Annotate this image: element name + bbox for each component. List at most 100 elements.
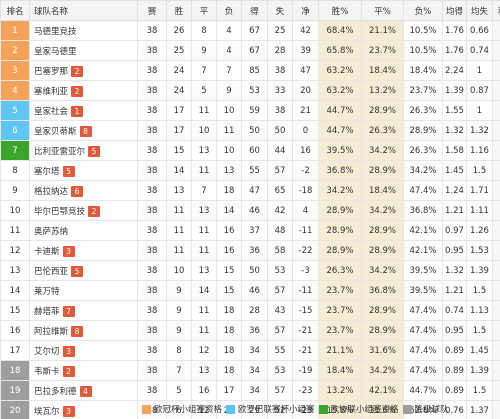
win-rate-cell: 63.2% xyxy=(318,60,362,81)
played-cell: 38 xyxy=(137,120,167,141)
avg-goals-against-cell: 0.87 xyxy=(466,80,493,101)
points-cell: 79 xyxy=(492,60,500,81)
team-name[interactable]: 阿拉维斯 xyxy=(34,326,69,337)
form-badge: 6 xyxy=(71,185,84,197)
win-rate-cell: 44.7% xyxy=(318,120,362,141)
table-row[interactable]: 16 阿拉维斯 8 38 9 11 18 36 57 -21 23.7% 28.9% 47.4% 0.95… xyxy=(0,320,500,341)
avg-goals-against-cell: 1.5 xyxy=(466,160,493,181)
team-cell[interactable]: 韦斯卡 2 xyxy=(29,360,138,381)
table-row[interactable]: 12 卡迪斯 3 38 11 11 16 36 58 -22 28.9% 28.9% 42.1% 0.95… xyxy=(0,240,500,261)
team-name[interactable]: 皇家马德里 xyxy=(34,46,77,57)
win-rate-cell: 18.4% xyxy=(318,360,362,381)
table-row[interactable]: 15 赫塔菲 7 38 9 11 18 28 43 -15 23.7% 28.9% 47.4% 0.74 1… xyxy=(0,300,500,321)
team-name[interactable]: 艾尔切 xyxy=(34,346,60,357)
points-cell: 61 xyxy=(492,120,500,141)
table-row[interactable]: 4 塞维利亚 2 38 24 5 9 53 33 20 63.2% 13.2% 23.7% 1.39 0.8… xyxy=(0,80,500,101)
win-rate-cell: 34.2% xyxy=(318,180,362,201)
legend-swatch xyxy=(318,404,328,414)
points-cell: 34 xyxy=(492,360,500,381)
team-cell[interactable]: 塞尔塔 5 xyxy=(29,160,138,181)
rank-cell: 10 xyxy=(0,200,30,221)
goals-against-cell: 38 xyxy=(267,60,293,81)
avg-goals-for-cell: 1.32 xyxy=(442,260,467,281)
team-cell[interactable]: 巴拉多利德 4 xyxy=(29,380,138,401)
draws-cell: 10 xyxy=(191,120,217,141)
losses-cell: 4 xyxy=(216,20,242,41)
points-cell: 38 xyxy=(492,320,500,341)
goal-diff-cell: -11 xyxy=(292,280,319,301)
table-row[interactable]: 10 毕尔巴鄂竞技 2 38 11 13 14 46 42 4 28.9% 34.2% 36.8% 1.2… xyxy=(0,200,500,221)
team-name[interactable]: 马德里竞技 xyxy=(34,26,77,37)
table-row[interactable]: 7 比利亚雷亚尔 5 38 15 13 10 60 44 16 39.5% 34.2% 26.3% 1.5… xyxy=(0,140,500,161)
team-cell[interactable]: 马德里竞技 xyxy=(29,20,138,41)
team-cell[interactable]: 皇家马德里 xyxy=(29,40,138,61)
team-cell[interactable]: 巴塞罗那 2 xyxy=(29,60,138,81)
team-name[interactable]: 皇家贝蒂斯 xyxy=(34,126,77,137)
goals-for-cell: 55 xyxy=(241,160,268,181)
rank-cell: 8 xyxy=(0,160,30,181)
team-name[interactable]: 格拉纳达 xyxy=(34,186,69,197)
goal-diff-cell: 20 xyxy=(292,80,319,101)
team-name[interactable]: 塞尔塔 xyxy=(34,166,60,177)
team-cell[interactable]: 卡迪斯 3 xyxy=(29,240,138,261)
table-row[interactable]: 13 巴伦西亚 5 38 10 13 15 50 53 -3 26.3% 34.2% 39.5% 1.32… xyxy=(0,260,500,281)
table-row[interactable]: 11 奥萨苏纳 38 11 11 16 37 48 -11 28.9% 28.9% 42.1% 0.97… xyxy=(0,220,500,241)
team-name[interactable]: 巴拉多利德 xyxy=(34,386,77,397)
header-win-rate: 胜% xyxy=(318,0,362,21)
team-name[interactable]: 韦斯卡 xyxy=(34,366,60,377)
table-row[interactable]: 8 塞尔塔 5 38 14 11 13 55 57 -2 36.8% 28.9% 34.2% 1.45 1.… xyxy=(0,160,500,181)
table-row[interactable]: 19 巴拉多利德 4 38 5 16 17 34 57 -23 13.2% 42.1% 44.7% 0.8… xyxy=(0,380,500,401)
team-cell[interactable]: 莱万特 xyxy=(29,280,138,301)
team-cell[interactable]: 皇家社会 1 xyxy=(29,100,138,121)
team-name[interactable]: 塞维利亚 xyxy=(34,86,69,97)
loss-rate-cell: 23.7% xyxy=(403,80,443,101)
table-row[interactable]: 6 皇家贝蒂斯 8 38 17 10 11 50 50 0 44.7% 26.3% 28.9% 1.32 1… xyxy=(0,120,500,141)
team-cell[interactable]: 阿拉维斯 8 xyxy=(29,320,138,341)
goals-against-cell: 44 xyxy=(267,140,293,161)
team-cell[interactable]: 巴伦西亚 5 xyxy=(29,260,138,281)
team-name[interactable]: 埃瓦尔 xyxy=(34,406,60,417)
team-cell[interactable]: 赫塔菲 7 xyxy=(29,300,138,321)
table-row[interactable]: 14 莱万特 38 9 14 15 46 57 -11 23.7% 36.8% 39.5% 1.21 1.… xyxy=(0,280,500,301)
table-row[interactable]: 20埃瓦尔338612202952-2315.8%31.6%52.6%0.761… xyxy=(0,400,500,419)
table-row[interactable]: 1 马德里竞技 38 26 8 4 67 25 42 68.4% 21.1% 10.5% 1.76 0.6… xyxy=(0,20,500,41)
team-cell[interactable]: 格拉纳达 6 xyxy=(29,180,138,201)
wins-cell: 11 xyxy=(166,240,192,261)
team-name[interactable]: 奥萨苏纳 xyxy=(34,226,69,237)
team-cell[interactable]: 比利亚雷亚尔 5 xyxy=(29,140,138,161)
draws-cell: 11 xyxy=(191,240,217,261)
table-row[interactable]: 17 艾尔切 3 38 8 12 18 34 55 -21 21.1% 31.6% 47.4% 0.89 1… xyxy=(0,340,500,361)
table-row[interactable]: 18 韦斯卡 2 38 7 13 18 34 53 -19 18.4% 34.2% 47.4% 0.89 1… xyxy=(0,360,500,381)
header-rank: 排名 xyxy=(0,0,30,21)
table-row[interactable]: 5 皇家社会 1 38 17 11 10 59 38 21 44.7% 28.9% 26.3% 1.55 1… xyxy=(0,100,500,121)
win-rate-cell: 28.9% xyxy=(318,220,362,241)
team-name[interactable]: 毕尔巴鄂竞技 xyxy=(34,206,86,217)
goals-for-cell: 50 xyxy=(241,120,268,141)
legend-item: 欧冠杯小组赛资格 xyxy=(142,403,222,415)
played-cell: 38 xyxy=(137,80,167,101)
played-cell: 38 xyxy=(137,280,167,301)
team-name[interactable]: 皇家社会 xyxy=(34,106,69,117)
points-cell: 36 xyxy=(492,340,500,361)
team-name[interactable]: 比利亚雷亚尔 xyxy=(34,146,86,157)
wins-cell: 14 xyxy=(166,160,192,181)
team-name[interactable]: 卡迪斯 xyxy=(34,246,60,257)
team-cell[interactable]: 皇家贝蒂斯 8 xyxy=(29,120,138,141)
team-cell[interactable]: 艾尔切 3 xyxy=(29,340,138,361)
table-row[interactable]: 2 皇家马德里 38 25 9 4 67 28 39 65.8% 23.7% 10.5% 1.76 0.7… xyxy=(0,40,500,61)
draws-cell: 11 xyxy=(191,220,217,241)
team-name[interactable]: 赫塔菲 xyxy=(34,306,60,317)
table-row[interactable]: 9 格拉纳达 6 38 13 7 18 47 65 -18 34.2% 18.4% 47.4% 1.24 1… xyxy=(0,180,500,201)
standings-body: 1 马德里竞技 38 26 8 4 67 25 42 68.4% 21.1% 10.5% 1.76 0.6… xyxy=(0,20,500,419)
team-cell[interactable]: 奥萨苏纳 xyxy=(29,220,138,241)
team-cell[interactable]: 毕尔巴鄂竞技 2 xyxy=(29,200,138,221)
team-cell[interactable]: 塞维利亚 2 xyxy=(29,80,138,101)
goal-diff-cell: -21 xyxy=(292,340,319,361)
team-name[interactable]: 巴塞罗那 xyxy=(34,66,69,77)
team-name[interactable]: 莱万特 xyxy=(34,286,60,297)
avg-goals-against-cell: 1.5 xyxy=(466,380,493,401)
header-wins: 胜 xyxy=(166,0,192,21)
team-name[interactable]: 巴伦西亚 xyxy=(34,266,69,277)
